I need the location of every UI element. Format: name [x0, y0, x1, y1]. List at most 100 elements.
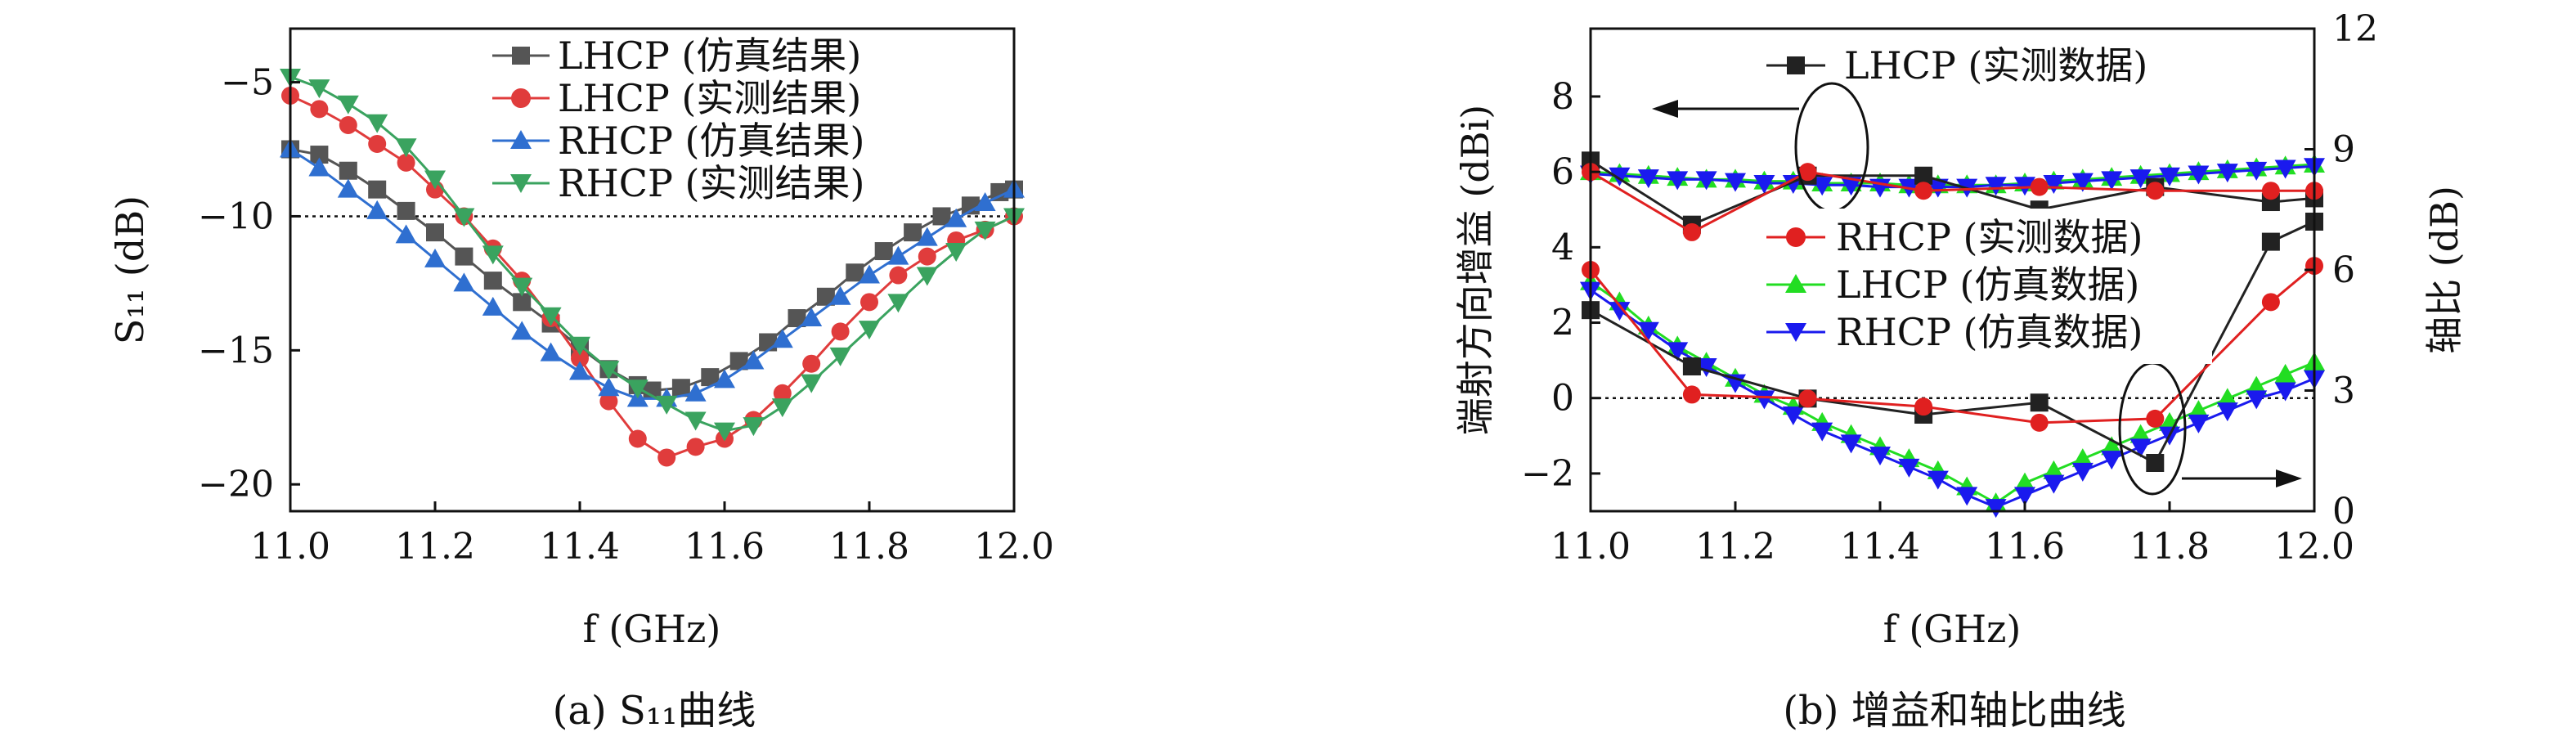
panel-a-series-1-point	[513, 293, 532, 312]
panel-a-series-3-point	[337, 178, 359, 198]
panel-a-series-4-line	[289, 75, 1015, 433]
panel-b-gain-series-4-point	[1667, 171, 1689, 191]
panel-b-legend-lower: RHCP (实测数据) LHCP (仿真数据) RHCP (仿真数据)	[1762, 209, 2212, 364]
panel-b-y-ticks-left: 8 6 4 2 0 −2	[1521, 76, 1600, 495]
gain-arrowhead	[1652, 100, 1678, 118]
panel-a-legend-box	[487, 31, 924, 207]
y-tick-label: −15	[198, 330, 274, 371]
panel-a-series-1-point	[397, 201, 415, 220]
panel-a-series-3-point	[945, 208, 967, 227]
panel-b-gain-series-1-point	[1914, 166, 1933, 185]
panel-a-legend-label-3: RHCP (仿真结果)	[558, 119, 864, 163]
y-tick-label-right: 12	[2332, 8, 2378, 50]
panel-b-axial-ratio-series-4-point	[2188, 414, 2210, 433]
panel-b-axial-ratio-series-2-line	[1589, 264, 2315, 424]
panel-a-legend-entry-2: LHCP (实测结果)	[492, 76, 861, 120]
y-tick-label: −20	[198, 464, 274, 505]
y-tick-label-left: 4	[1551, 227, 1574, 268]
panel-b-axial-ratio-series-4-point	[1840, 434, 1862, 454]
x-tick-label: 11.8	[2129, 526, 2210, 568]
panel-a-series-4-point	[511, 277, 533, 297]
panel-b-axial-ratio-series-3-point	[2216, 388, 2238, 407]
panel-b-axial-ratio-series-2-point	[2261, 293, 2280, 312]
y-tick-label-left: 2	[1551, 303, 1574, 344]
panel-a-series-2-point	[397, 153, 415, 172]
panel-b-legend-label-4: RHCP (仿真数据)	[1836, 310, 2143, 354]
panel-a-legend-label-4: RHCP (实测结果)	[558, 161, 864, 205]
panel-b-legend-entry-2: RHCP (实测数据)	[1766, 215, 2143, 259]
panel-a-series-4-point	[684, 411, 707, 431]
panel-b-legend-entry-1: LHCP (实测数据)	[1766, 43, 2147, 88]
panel-a-series-2-point	[310, 100, 329, 119]
panel-b-legend-label-2: RHCP (实测数据)	[1836, 215, 2143, 259]
panel-b-axial-ratio-series-4-point	[1869, 447, 1891, 466]
panel-b-axial-ratio-series-4-point	[1811, 422, 1833, 442]
x-tick-label: 12.0	[974, 526, 1054, 568]
panel-a-legend-label-1: LHCP (仿真结果)	[558, 34, 861, 78]
panel-b-axial-ratio-series-3-point	[2101, 436, 2123, 456]
panel-a-series-3-point	[859, 264, 880, 284]
panel-a-series-1-point	[339, 161, 357, 180]
x-tick-label: 11.0	[250, 526, 330, 568]
panel-a-series-2-point	[860, 293, 878, 312]
panel-b-axial-ratio-series-4-point	[2274, 382, 2296, 402]
panel-b-y-axis-title-left: 端射方向增益 (dBi)	[1453, 105, 1497, 435]
panel-a-series-2-point	[339, 116, 357, 134]
panel-b-axial-ratio-series-4-point	[1927, 470, 1949, 490]
panel-a-series-1-point	[671, 379, 690, 397]
panel-b-axial-ratio-series-4-point	[2216, 402, 2238, 422]
panel-a-series-4-point	[945, 243, 967, 263]
panel-a-series-3-point	[887, 245, 909, 265]
panel-a-series-4-point	[598, 361, 620, 380]
x-tick-label: 11.2	[1695, 526, 1775, 568]
panel-b-gain-series-2-point	[2261, 182, 2280, 200]
panel-a-series-3-point	[684, 382, 707, 402]
panel-a-series-4-point	[916, 267, 938, 286]
panel-a-series-4-point	[337, 95, 359, 115]
panel-a-series-3-point	[714, 369, 735, 388]
panel-a-series-3-point	[366, 200, 388, 219]
panel-a-series-3-point	[771, 329, 793, 348]
panel-a-series-4-point	[743, 417, 765, 437]
panel-b-gain-series-2-point	[1798, 163, 1817, 182]
panel-a-legend-entry-3: RHCP (仿真结果)	[492, 119, 864, 163]
y-tick-label-left: 6	[1551, 151, 1574, 193]
panel-b-axial-ratio-series-3-point	[2274, 363, 2296, 383]
panel-a-legend-entry-4: RHCP (实测结果)	[492, 161, 864, 205]
panel-a-series-4-point	[974, 221, 996, 240]
panel-b-axial-ratio-series-3-point	[2071, 448, 2094, 468]
panel-a-series-1-point	[932, 207, 951, 226]
panel-b-gain-series-4-point	[1811, 177, 1833, 196]
panel-b-y-ticks-right: 12 9 6 3 0	[2304, 8, 2378, 532]
x-tick-label: 11.2	[395, 526, 475, 568]
panel-b-axial-ratio-series-4-point	[2071, 462, 2094, 482]
panel-a-series-3-point	[540, 342, 562, 362]
panel-a-series-4-point	[714, 422, 735, 442]
panel-a-series-1-point	[310, 146, 329, 164]
panel-b-legend-label-1: LHCP (实测数据)	[1844, 43, 2147, 88]
panel-a-legend-entry-1: LHCP (仿真结果)	[492, 34, 861, 78]
panel-a-series-2-point	[918, 247, 936, 266]
y-tick-label-right: 6	[2332, 249, 2355, 291]
x-tick-label: 11.4	[540, 526, 620, 568]
panel-a-series-1-point	[904, 223, 922, 242]
panel-b-gain-series-4-point	[1609, 167, 1631, 186]
panel-b-x-ticks: 11.0 11.2 11.4 11.6 11.8 12.0	[1551, 501, 2354, 568]
panel-a-series-1-point	[455, 247, 473, 266]
panel-b-axial-ratio-series-4-point	[1898, 458, 1920, 478]
panel-a-series-2-point	[657, 448, 676, 467]
panel-b-axial-ratio-series-4-point	[2014, 487, 2035, 506]
panel-b-y-axis-title-right: 轴比 (dB)	[2422, 186, 2466, 354]
panel-b-legend-entry-4: RHCP (仿真数据)	[1766, 310, 2143, 354]
panel-a-series-3-point	[916, 227, 938, 246]
panel-a-series-2-point	[831, 322, 850, 341]
panel-a-series-4-point	[801, 374, 823, 393]
panel-b-axial-ratio-series-3-point	[2246, 375, 2268, 395]
panel-a-series-4-point	[424, 170, 446, 190]
panel-b-axial-ratio-series-3-point	[2129, 424, 2152, 443]
panel-b-axial-ratio-series-2-point	[1914, 397, 1933, 416]
panel-a-series-2-point	[889, 266, 908, 285]
panel-b-gain-series-4-point	[1725, 173, 1746, 192]
y-tick-label-left: −2	[1521, 453, 1574, 495]
